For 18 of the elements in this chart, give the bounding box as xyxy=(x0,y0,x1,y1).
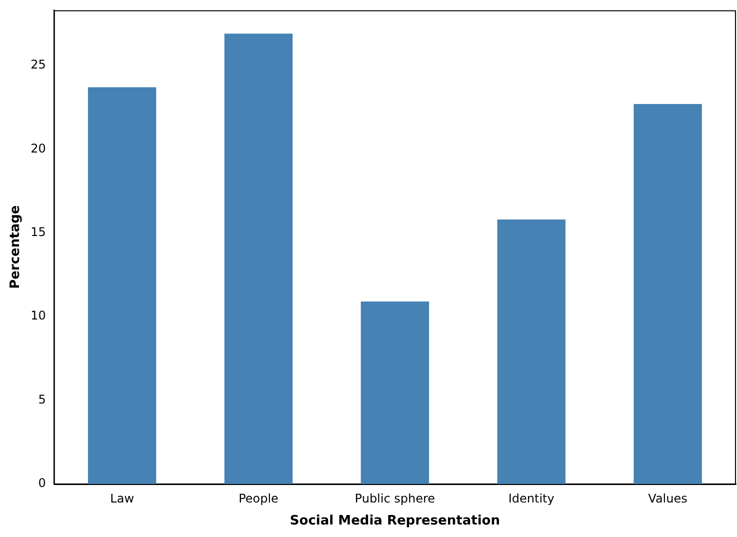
x-tick-label: Values xyxy=(648,491,688,506)
bar xyxy=(224,34,293,484)
bar xyxy=(88,87,156,484)
x-tick-label: People xyxy=(238,491,278,506)
y-tick-label: 0 xyxy=(38,476,46,490)
x-tick-label: Identity xyxy=(508,491,554,506)
x-tick-label: Law xyxy=(110,491,134,506)
y-tick-label: 5 xyxy=(38,392,46,406)
bar xyxy=(360,302,430,484)
y-tick-label: 10 xyxy=(30,308,46,323)
y-tick-label: 15 xyxy=(30,224,46,239)
y-tick-label: 20 xyxy=(30,141,46,156)
x-tick-label: Public sphere xyxy=(354,491,436,506)
y-axis-title: Percentage xyxy=(8,205,24,289)
x-axis-title: Social Media Representation xyxy=(290,514,500,529)
y-tick-label: 25 xyxy=(30,58,46,72)
bar xyxy=(634,104,702,484)
bar xyxy=(497,219,566,484)
